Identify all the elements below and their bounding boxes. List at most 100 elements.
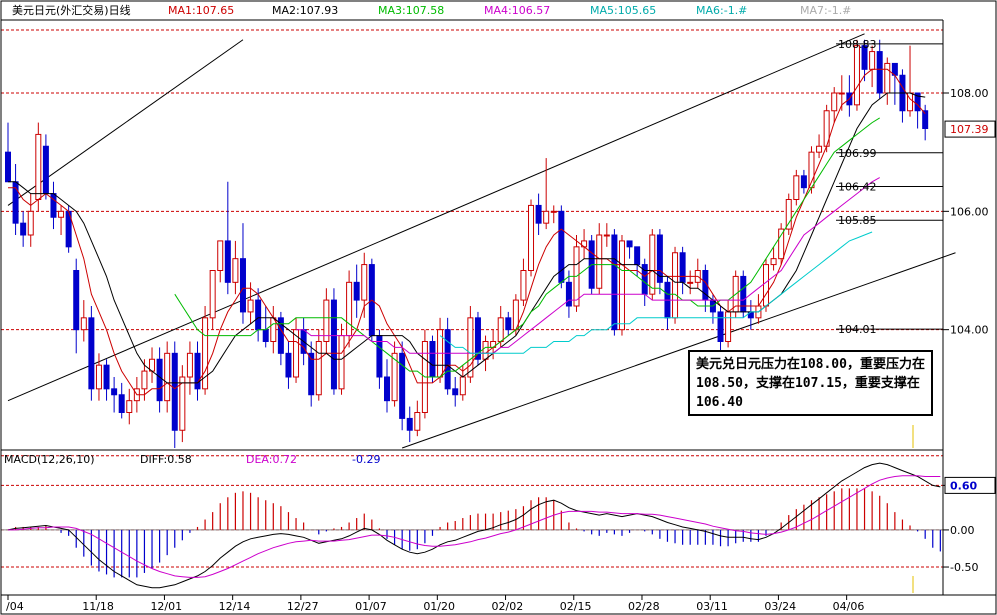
macd-line-dea bbox=[8, 475, 941, 578]
candle-body-34 bbox=[262, 329, 269, 342]
current-price-label: 107.39 bbox=[950, 123, 989, 136]
ma5-label: MA5:105.65 bbox=[590, 4, 656, 17]
candle-body-52 bbox=[399, 352, 406, 419]
candle-body-68 bbox=[520, 270, 527, 301]
candle-body-5 bbox=[42, 145, 49, 195]
candle-body-27 bbox=[209, 270, 216, 319]
candle-body-53 bbox=[406, 417, 413, 431]
candle-body-70 bbox=[535, 204, 542, 224]
candle-body-2 bbox=[20, 222, 27, 236]
candle-body-43 bbox=[330, 299, 337, 390]
x-tick-label-11: 03/24 bbox=[764, 600, 796, 613]
candle-body-31 bbox=[239, 258, 246, 313]
candle-body-29 bbox=[224, 240, 231, 283]
candle-body-72 bbox=[550, 210, 557, 213]
x-tick-label-12: 04/06 bbox=[833, 600, 865, 613]
candle-body-81 bbox=[618, 240, 625, 331]
ma-line-ma4 bbox=[296, 177, 880, 354]
x-tick-label-8: 02/15 bbox=[560, 600, 592, 613]
candle-body-23 bbox=[179, 376, 186, 431]
candle-body-4 bbox=[35, 133, 42, 201]
candle-body-114 bbox=[869, 51, 876, 70]
macd-diff-label: DIFF:0.58 bbox=[140, 453, 192, 466]
candle-body-65 bbox=[497, 317, 504, 343]
candle-body-13 bbox=[103, 364, 110, 390]
ma2-label: MA2:107.93 bbox=[272, 4, 338, 17]
candle-body-9 bbox=[73, 270, 80, 331]
ma-line-ma3 bbox=[174, 117, 880, 378]
candle-body-78 bbox=[596, 234, 603, 289]
candle-body-100 bbox=[763, 264, 769, 307]
ma-line-ma1 bbox=[8, 68, 926, 396]
x-tick-label-5: 01/07 bbox=[355, 600, 387, 613]
candle-body-89 bbox=[679, 252, 686, 283]
candle-body-22 bbox=[171, 352, 178, 431]
x-tick-label-1: 11/18 bbox=[82, 600, 114, 613]
ma7-label: MA7:-1.# bbox=[800, 4, 851, 17]
current-price-box bbox=[944, 120, 996, 138]
candle-body-47 bbox=[361, 264, 368, 301]
candle-body-32 bbox=[247, 299, 254, 313]
candle-body-12 bbox=[95, 364, 102, 390]
candle-body-36 bbox=[277, 317, 284, 354]
candle-body-10 bbox=[80, 317, 87, 331]
candle-body-104 bbox=[793, 175, 800, 200]
candle-body-60 bbox=[459, 376, 466, 396]
candle-body-66 bbox=[505, 317, 512, 331]
candle-body-102 bbox=[778, 228, 785, 260]
candle-body-59 bbox=[452, 388, 459, 396]
level-label-1: 106.99 bbox=[838, 147, 877, 160]
candle-body-94 bbox=[717, 311, 724, 342]
candle-body-63 bbox=[482, 341, 489, 360]
macd-line-diff bbox=[7, 462, 941, 589]
macd-tick-label-0: 0.60 bbox=[950, 479, 977, 492]
x-tick-label-4: 12/27 bbox=[287, 600, 319, 613]
candle-body-62 bbox=[474, 317, 481, 360]
candle-body-42 bbox=[323, 299, 330, 343]
candle-body-80 bbox=[611, 234, 618, 331]
macd-current-box bbox=[944, 476, 996, 494]
candle-body-14 bbox=[111, 388, 118, 396]
x-tick-label-9: 02/28 bbox=[628, 600, 660, 613]
candle-body-18 bbox=[141, 370, 148, 390]
candle-body-61 bbox=[467, 317, 474, 378]
candle-body-21 bbox=[164, 352, 171, 402]
candle-body-54 bbox=[414, 412, 421, 431]
candle-body-40 bbox=[308, 352, 315, 396]
candle-body-88 bbox=[672, 252, 679, 319]
y-tick-label-0: 104.00 bbox=[950, 324, 989, 337]
macd-dea-label: DEA:0.72 bbox=[246, 453, 297, 466]
candle-body-83 bbox=[634, 246, 641, 266]
level-label-3: 105.85 bbox=[838, 214, 877, 227]
candle-body-16 bbox=[126, 400, 133, 413]
candle-body-46 bbox=[353, 281, 360, 301]
candle-body-101 bbox=[770, 258, 777, 266]
candle-body-69 bbox=[528, 204, 535, 272]
x-tick-label-7: 02/02 bbox=[492, 600, 524, 613]
candle-body-44 bbox=[338, 335, 345, 390]
candle-body-33 bbox=[255, 299, 262, 331]
candle-body-103 bbox=[785, 199, 792, 230]
candle-body-37 bbox=[285, 352, 292, 378]
x-tick-label-3: 12/14 bbox=[219, 600, 251, 613]
chart-title: 美元日元(外汇交易)日线 bbox=[12, 3, 131, 17]
candle-body-7 bbox=[58, 210, 65, 218]
annotation-text: 美元兑日元压力在108.00，重要压力在108.50，支撑在107.15，重要支… bbox=[696, 357, 925, 410]
candle-body-51 bbox=[391, 352, 398, 402]
ma6-label: MA6:-1.# bbox=[696, 4, 747, 17]
time-axis-ticks: /04 11/18 12/01 12/14 12/27 01/07 01/20 02/02 02… bbox=[6, 595, 864, 613]
x-tick-label-0: /04 bbox=[6, 600, 24, 613]
candle-body-6 bbox=[50, 193, 57, 218]
candle-body-71 bbox=[543, 210, 550, 224]
candle-body-97 bbox=[740, 275, 747, 313]
candle-body-26 bbox=[202, 317, 209, 390]
candle-body-82 bbox=[626, 240, 633, 248]
ma4-label: MA4:106.57 bbox=[484, 4, 550, 17]
x-tick-label-10: 03/11 bbox=[696, 600, 728, 613]
candle-body-121 bbox=[922, 110, 929, 129]
y-tick-label-1: 106.00 bbox=[950, 205, 989, 218]
candle-body-107 bbox=[816, 145, 823, 153]
candle-body-109 bbox=[831, 92, 838, 112]
candle-body-86 bbox=[656, 234, 663, 283]
